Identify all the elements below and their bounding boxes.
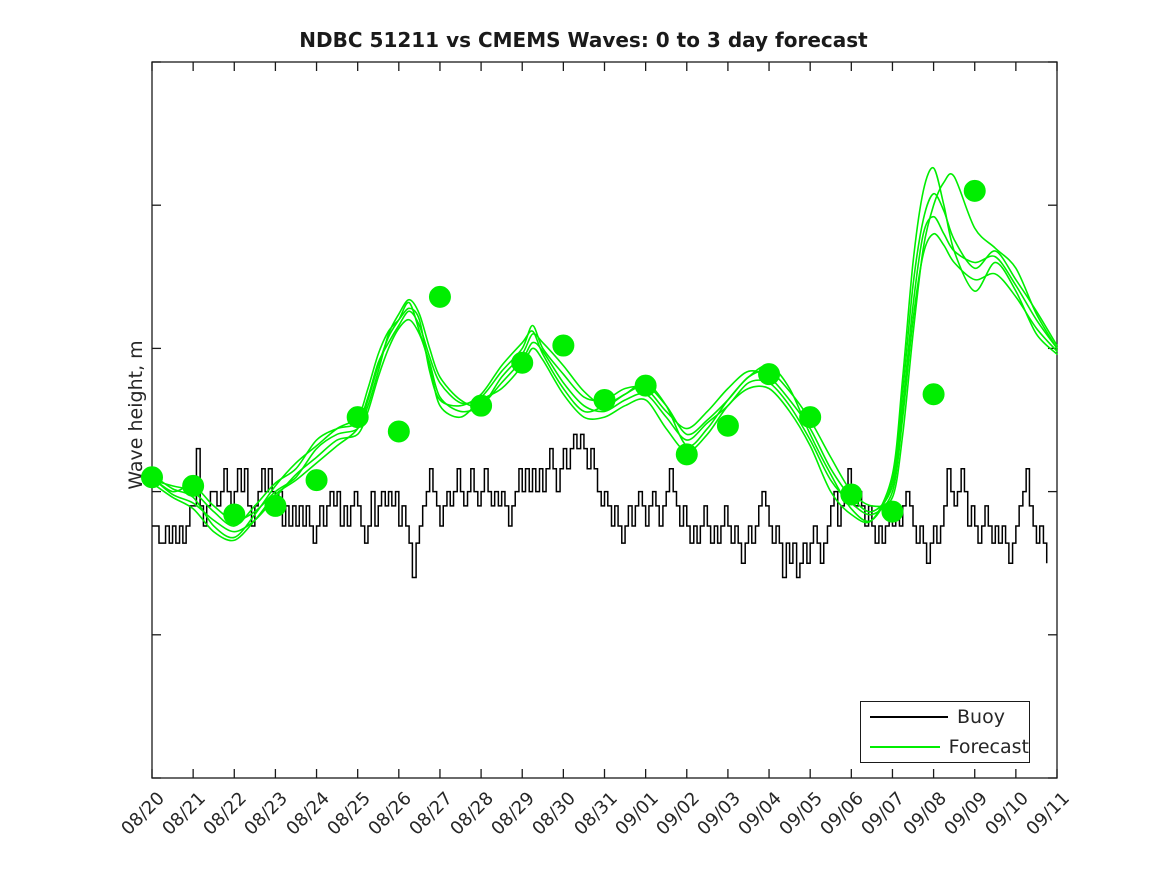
forecast-series xyxy=(151,166,1058,542)
axes-frame xyxy=(151,61,1058,779)
chart-title: NDBC 51211 vs CMEMS Waves: 0 to 3 day fo… xyxy=(299,28,868,52)
legend-item-buoy[interactable]: Buoy xyxy=(861,702,1029,732)
legend-swatch-buoy xyxy=(870,716,948,718)
legend-swatch-forecast xyxy=(870,746,940,748)
forecast-marker-dots xyxy=(141,179,986,526)
legend-label-buoy: Buoy xyxy=(957,705,1005,728)
legend[interactable]: Buoy Forecast xyxy=(860,701,1030,763)
legend-label-forecast: Forecast xyxy=(948,735,1029,758)
legend-item-forecast[interactable]: Forecast xyxy=(861,732,1029,762)
